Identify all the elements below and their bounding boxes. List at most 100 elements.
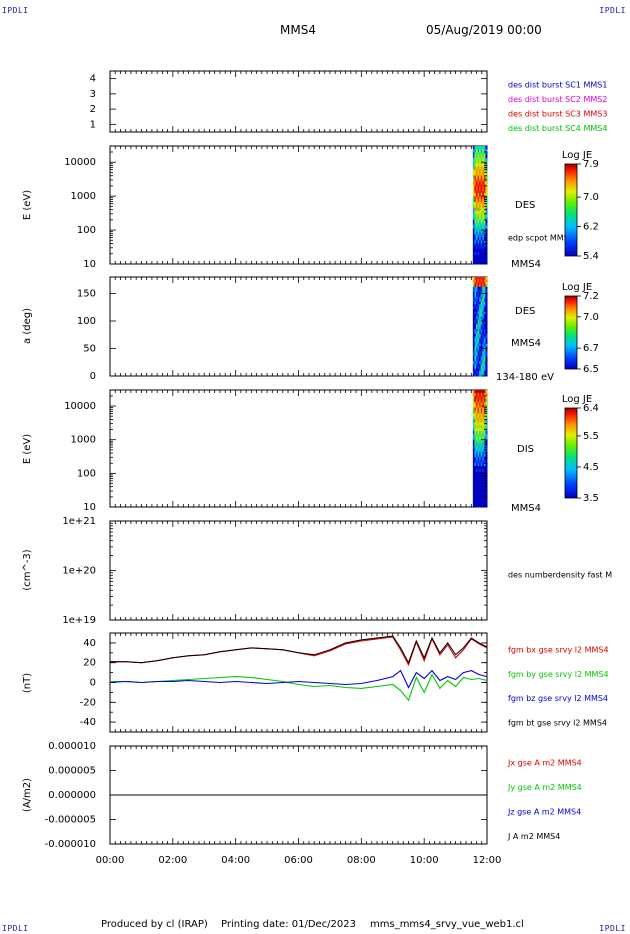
- des-energy-spectrogram-cell: [485, 210, 488, 215]
- des-pitch-spectrogram-cell: [476, 277, 478, 280]
- des-pitch-spectrogram-cell: [483, 296, 486, 300]
- des-pitch-spectrogram-cell: [485, 331, 488, 335]
- des-energy-spectrogram-cell: [480, 205, 483, 209]
- dis-energy-spectrogram-cell: [474, 492, 477, 496]
- des-pitch-spectrogram-cell: [483, 338, 486, 342]
- current-legend-item: Jy gse A m2 MMS4: [507, 783, 582, 792]
- dis-energy-spectrogram-cell: [480, 392, 483, 397]
- dis-energy-spectrogram-cell: [483, 419, 486, 423]
- des-pitch-spectrogram-cell: [483, 314, 486, 317]
- dis-energy-spectrogram-cell: [476, 419, 478, 423]
- des-energy-spectrogram-cell: [482, 222, 485, 227]
- dis-energy-spectrogram-cell: [483, 460, 486, 464]
- des-energy-spectrogram-cell: [482, 237, 485, 241]
- dis-energy-spectrogram-cell: [472, 492, 475, 496]
- des-pitch-spectrogram-cell: [477, 371, 480, 374]
- des-pitch-spectrogram-cell: [479, 296, 482, 300]
- dis-energy-panel-ytick-label: 10000: [64, 401, 96, 412]
- dis-energy-spectrogram-cell: [477, 439, 480, 444]
- scpot-label: edp scpot MMS4: [508, 234, 574, 243]
- dis-energy-spectrogram-cell: [477, 498, 480, 502]
- des-pitch-spectrogram-cell: [480, 309, 483, 313]
- des-energy-spectrogram-cell: [482, 225, 485, 229]
- dis-energy-spectrogram-cell: [483, 395, 486, 400]
- des-pitch-spectrogram-cell: [482, 324, 485, 327]
- dis-energy-spectrogram-cell: [479, 489, 482, 493]
- des-energy-spectrogram-cell: [479, 225, 482, 229]
- des-pitch-spectrogram-cell: [483, 363, 486, 367]
- des-pitch-spectrogram-cell: [476, 331, 478, 335]
- des-pitch-spectrogram-cell: [476, 341, 478, 345]
- des-pitch-spectrogram-cell: [477, 301, 480, 305]
- des-energy-spectrogram-cell: [483, 146, 486, 150]
- dis-energy-spectrogram-cell: [472, 407, 475, 411]
- dis-energy-spectrogram-cell: [476, 451, 478, 455]
- des-pitch-spectrogram-cell: [477, 309, 480, 313]
- dis-energy-spectrogram-cell: [472, 448, 475, 452]
- des-pitch-spectrogram-cell: [476, 289, 478, 293]
- des-energy-spectrogram-cell: [474, 234, 477, 238]
- dis-energy-spectrogram-cell: [474, 398, 477, 403]
- des-pitch-spectrogram-cell: [480, 361, 483, 365]
- des-energy-spectrogram-cell: [479, 237, 482, 241]
- des-energy-spectrogram-cell: [482, 196, 485, 200]
- des-pitch-spectrogram-cell: [472, 289, 475, 293]
- des-pitch-spectrogram-cell: [477, 277, 480, 280]
- des-energy-spectrogram-cell: [483, 190, 486, 194]
- dis-energy-colorbar-tick-label: 4.5: [583, 462, 599, 473]
- dis-energy-spectrogram-cell: [482, 460, 485, 464]
- dis-energy-spectrogram-cell: [482, 468, 485, 473]
- dis-energy-spectrogram-cell: [472, 486, 475, 490]
- des-pitch-spectrogram-cell: [483, 351, 486, 355]
- des-energy-spectrogram-cell: [483, 169, 486, 173]
- dis-energy-spectrogram-cell: [472, 442, 475, 446]
- des-energy-spectrogram-cell: [480, 202, 483, 206]
- dis-energy-spectrogram-cell: [474, 454, 477, 458]
- des-energy-spectrogram-cell: [479, 181, 482, 185]
- dis-energy-spectrogram-cell: [482, 486, 485, 490]
- dis-energy-spectrogram-cell: [476, 489, 478, 493]
- current-panel-ytick-label: 0.000005: [48, 766, 96, 777]
- des-energy-spectrogram-cell: [472, 205, 475, 209]
- des-energy-spectrogram-cell: [482, 172, 485, 176]
- des-pitch-spectrogram-cell: [474, 281, 477, 285]
- des-energy-spectrogram-cell: [474, 178, 477, 182]
- des-pitch-spectrogram-cell: [483, 333, 486, 337]
- des-pitch-spectrogram-cell: [482, 299, 485, 303]
- des-energy-spectrogram-cell: [476, 234, 478, 238]
- des-pitch-spectrogram-cell: [480, 279, 483, 283]
- des-energy-spectrogram-cell: [474, 184, 477, 188]
- des-energy-spectrogram-cell: [472, 169, 475, 173]
- dis-energy-spectrogram-cell: [482, 436, 485, 441]
- des-energy-spectrogram-cell: [477, 207, 480, 212]
- dis-energy-spectrogram-cell: [482, 392, 485, 397]
- dis-energy-spectrogram-cell: [483, 483, 486, 487]
- des-energy-spectrogram-cell: [479, 166, 482, 170]
- bfield-series-bt: [110, 635, 488, 664]
- des-pitch-spectrogram-cell: [485, 371, 488, 374]
- dis-energy-spectrogram-cell: [482, 407, 485, 411]
- des-energy-spectrogram-cell: [472, 249, 475, 253]
- dis-energy-spectrogram-cell: [477, 489, 480, 493]
- dis-energy-spectrogram-cell: [479, 410, 482, 414]
- dis-energy-spectrogram-cell: [485, 419, 488, 423]
- des-energy-spectrogram-cell: [476, 252, 478, 256]
- dis-energy-spectrogram-cell: [476, 428, 478, 432]
- des-energy-spectrogram-cell: [474, 166, 477, 170]
- des-energy-spectrogram-cell: [476, 184, 478, 188]
- des-energy-spectrogram-cell: [477, 148, 480, 153]
- des-pitch-spectrogram-cell: [485, 301, 488, 305]
- des-energy-spectrogram-cell: [480, 213, 483, 218]
- des-energy-spectrogram-cell: [476, 231, 478, 235]
- des-pitch-spectrogram-cell: [485, 343, 488, 347]
- des-pitch-spectrogram-cell: [483, 348, 486, 352]
- des-pitch-spectrogram-cell: [480, 371, 483, 374]
- des-energy-spectrogram-cell: [485, 199, 488, 203]
- des-pitch-spectrogram-cell: [477, 341, 480, 345]
- des-energy-spectrogram-cell: [482, 246, 485, 250]
- des-pitch-spectrogram-cell: [483, 361, 486, 365]
- des-energy-spectrogram-cell: [477, 202, 480, 206]
- des-pitch-spectrogram-cell: [480, 316, 483, 320]
- des-pitch-spectrogram-cell: [476, 301, 478, 305]
- des-pitch-spectrogram-cell: [485, 341, 488, 345]
